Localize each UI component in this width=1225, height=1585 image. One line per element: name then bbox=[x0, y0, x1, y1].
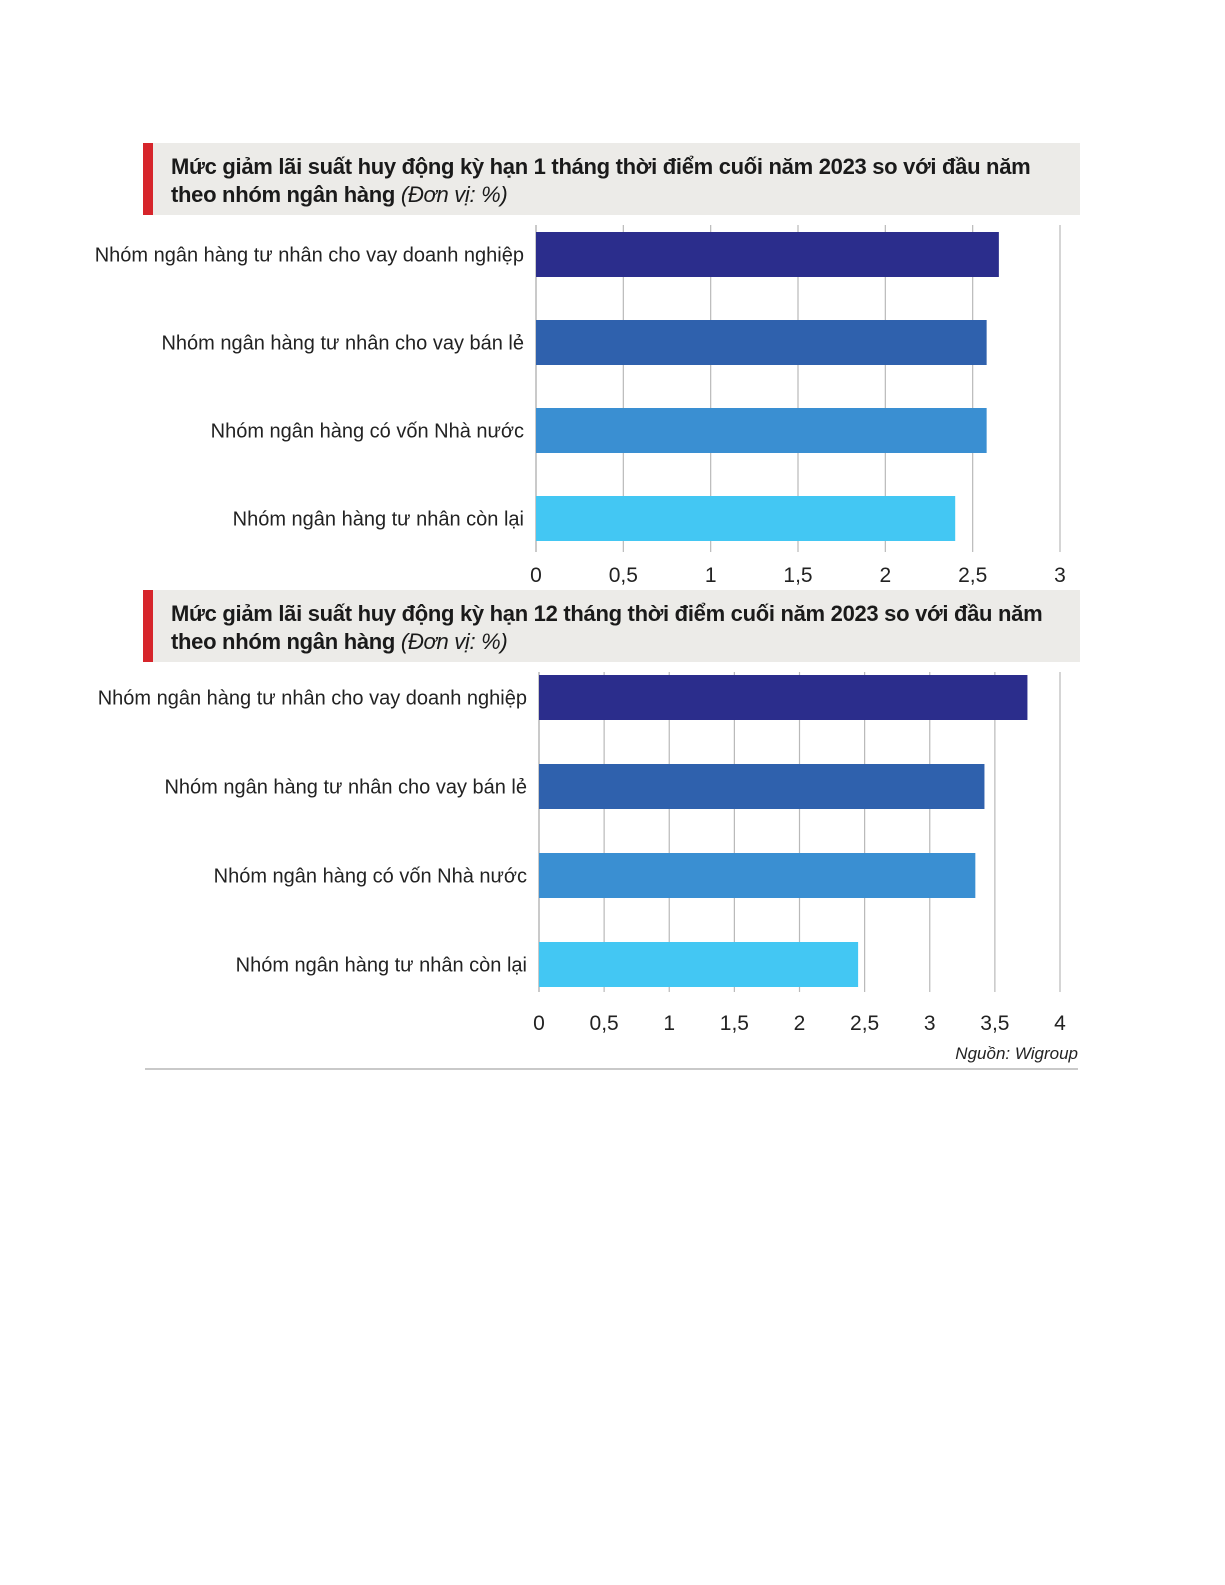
chart-1-title-accent bbox=[143, 143, 153, 215]
chart-1-tick-label: 1,5 bbox=[783, 564, 812, 587]
chart-1-title-text: Mức giảm lãi suất huy động kỳ hạn 1 thán… bbox=[171, 154, 1031, 207]
chart-2-unit: (Đơn vị: %) bbox=[400, 629, 508, 654]
chart-1-category-label: Nhóm ngân hàng tư nhân cho vay bán lẻ bbox=[161, 333, 524, 355]
chart-2-tick-label: 1,5 bbox=[720, 1012, 749, 1035]
chart-2-title: Mức giảm lãi suất huy động kỳ hạn 12 thá… bbox=[171, 600, 1051, 656]
chart-2-title-text: Mức giảm lãi suất huy động kỳ hạn 12 thá… bbox=[171, 601, 1043, 654]
chart-1-title: Mức giảm lãi suất huy động kỳ hạn 1 thán… bbox=[171, 153, 1051, 209]
chart-2-tick-label: 3 bbox=[924, 1012, 936, 1035]
chart-1-tick-label: 2,5 bbox=[958, 564, 987, 587]
chart-2-bar bbox=[539, 942, 859, 987]
chart-1-tick-label: 0,5 bbox=[609, 564, 638, 587]
chart-1-tick-label: 0 bbox=[530, 564, 542, 587]
chart-1-tick-label: 1 bbox=[705, 564, 717, 587]
chart-2-bar bbox=[539, 764, 985, 809]
chart-1-bar bbox=[536, 408, 987, 453]
chart-2-tick-label: 1 bbox=[663, 1012, 675, 1035]
chart-2-tick-label: 0 bbox=[533, 1012, 545, 1035]
chart-1-plot: Nhóm ngân hàng tư nhân cho vay doanh ngh… bbox=[95, 225, 1066, 587]
chart-1-bar bbox=[536, 232, 999, 277]
chart-2-category-label: Nhóm ngân hàng tư nhân cho vay doanh ngh… bbox=[98, 688, 527, 710]
chart-2-category-label: Nhóm ngân hàng tư nhân cho vay bán lẻ bbox=[164, 777, 527, 799]
chart-2-plot: Nhóm ngân hàng tư nhân cho vay doanh ngh… bbox=[98, 672, 1066, 1035]
chart-1-bar bbox=[536, 320, 987, 365]
source-note: Nguồn: Wigroup bbox=[955, 1044, 1078, 1063]
chart-1-category-label: Nhóm ngân hàng tư nhân còn lại bbox=[233, 509, 524, 531]
chart-2-tick-label: 2,5 bbox=[850, 1012, 879, 1035]
bottom-rule bbox=[145, 1068, 1078, 1070]
chart-2-category-label: Nhóm ngân hàng có vốn Nhà nước bbox=[214, 866, 527, 888]
chart-1-unit: (Đơn vị: %) bbox=[400, 182, 508, 207]
chart-2-tick-label: 4 bbox=[1054, 1012, 1066, 1035]
chart-1-category-label: Nhóm ngân hàng có vốn Nhà nước bbox=[211, 421, 524, 443]
chart-2-title-accent bbox=[143, 590, 153, 662]
chart-1-title-bar: Mức giảm lãi suất huy động kỳ hạn 1 thán… bbox=[143, 143, 1080, 215]
chart-2-category-label: Nhóm ngân hàng tư nhân còn lại bbox=[236, 955, 527, 977]
chart-2-bar bbox=[539, 853, 976, 898]
chart-2-title-bar: Mức giảm lãi suất huy động kỳ hạn 12 thá… bbox=[143, 590, 1080, 662]
chart-1-bar bbox=[536, 496, 956, 541]
chart-2-tick-label: 0,5 bbox=[590, 1012, 619, 1035]
chart-1-category-label: Nhóm ngân hàng tư nhân cho vay doanh ngh… bbox=[95, 245, 524, 267]
chart-2-bar bbox=[539, 675, 1028, 720]
chart-1-tick-label: 3 bbox=[1054, 564, 1066, 587]
chart-2-tick-label: 2 bbox=[794, 1012, 806, 1035]
chart-1-tick-label: 2 bbox=[879, 564, 891, 587]
chart-2-tick-label: 3,5 bbox=[980, 1012, 1009, 1035]
